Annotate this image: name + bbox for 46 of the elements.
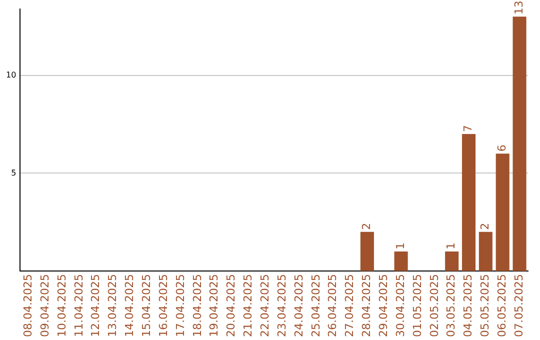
data-label: 1 [394, 242, 407, 250]
x-tick-label: 09.04.2025 [38, 274, 52, 338]
x-tick-label: 06.05.2025 [495, 274, 508, 338]
data-label: 2 [478, 222, 492, 230]
x-tick-label: 22.04.2025 [258, 274, 272, 338]
x-tick-label: 15.04.2025 [140, 274, 153, 338]
y-tick-label: 10 [6, 70, 16, 80]
x-tick-label: 02.05.2025 [428, 274, 441, 338]
bar [462, 134, 476, 272]
x-tick-label: 17.04.2025 [174, 274, 187, 338]
x-tick-label: 07.05.2025 [512, 274, 526, 338]
x-tick-label: 25.04.2025 [309, 274, 322, 338]
x-tick-label: 19.04.2025 [208, 274, 221, 338]
x-tick-label: 05.05.2025 [478, 274, 492, 338]
x-tick-label: 27.04.2025 [343, 274, 356, 338]
bar [394, 251, 408, 272]
x-tick-label: 21.04.2025 [242, 274, 255, 338]
x-tick-label: 29.04.2025 [376, 274, 390, 338]
x-tick-label: 16.04.2025 [156, 274, 170, 338]
x-tick-label: 14.04.2025 [123, 274, 136, 338]
bar [360, 232, 374, 272]
x-tick-label: 26.04.2025 [326, 274, 340, 338]
x-tick-label: 18.04.2025 [190, 274, 204, 338]
x-tick-label: 23.04.2025 [275, 274, 288, 338]
bar [496, 154, 510, 272]
data-label: 7 [462, 125, 475, 132]
x-tick-label: 10.04.2025 [55, 274, 68, 338]
x-tick-label: 20.04.2025 [224, 274, 238, 338]
x-tick-label: 11.04.2025 [72, 274, 86, 338]
data-label: 2 [360, 222, 374, 230]
x-tick-label: 13.04.2025 [106, 274, 120, 338]
bar [445, 251, 459, 272]
data-label: 6 [495, 144, 508, 152]
x-tick-label: 01.05.2025 [410, 274, 424, 338]
x-tick-label: 04.05.2025 [462, 274, 475, 338]
data-label: 1 [444, 242, 458, 250]
data-label: 13 [512, 0, 526, 15]
x-tick-label: 08.04.2025 [22, 274, 35, 338]
x-tick-label: 03.05.2025 [444, 274, 458, 338]
x-tick-label: 28.04.2025 [360, 274, 374, 338]
x-tick-label: 24.04.2025 [292, 274, 306, 338]
x-tick-label: 30.04.2025 [394, 274, 407, 338]
bar [478, 232, 492, 272]
bar [512, 16, 526, 272]
x-tick-label: 12.04.2025 [89, 274, 102, 338]
y-tick-label: 5 [11, 168, 16, 178]
